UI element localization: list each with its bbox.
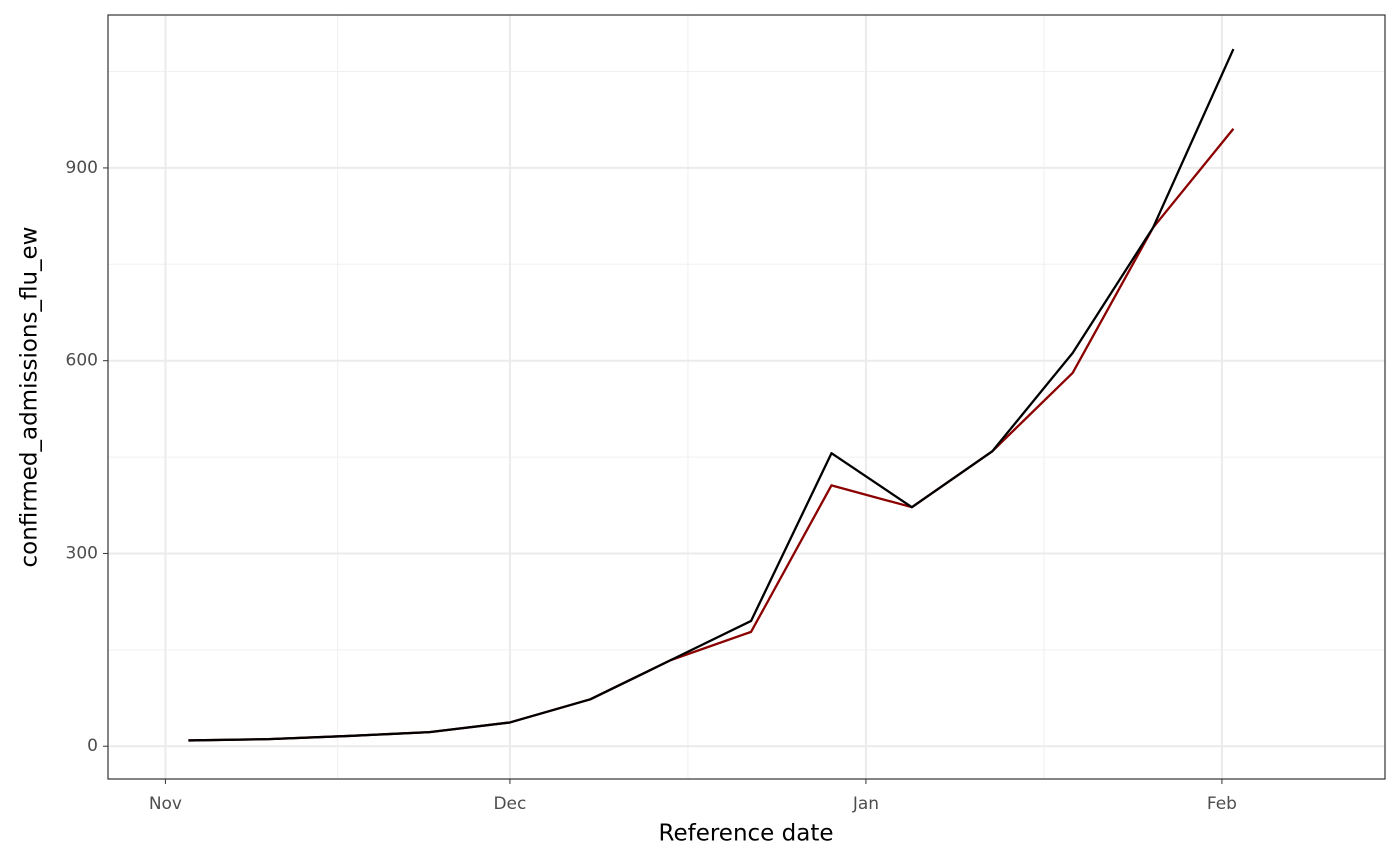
- panel: [108, 15, 1385, 779]
- y-tick-label: 900: [66, 158, 98, 178]
- x-tick-label: Jan: [852, 794, 879, 814]
- line: [188, 48, 1235, 742]
- x-tick-label: Dec: [493, 794, 526, 814]
- y-axis-title: confirmed_admissions_flu_ew: [17, 227, 43, 568]
- y-tick-label: 300: [66, 543, 98, 563]
- y-tick-label: 0: [87, 736, 98, 756]
- x-axis-title: Reference date: [659, 821, 834, 847]
- y-tick-label: 600: [66, 351, 98, 371]
- x-tick-label: Nov: [149, 794, 182, 814]
- x-tick-label: Feb: [1207, 794, 1237, 814]
- panel-border: [107, 14, 1386, 780]
